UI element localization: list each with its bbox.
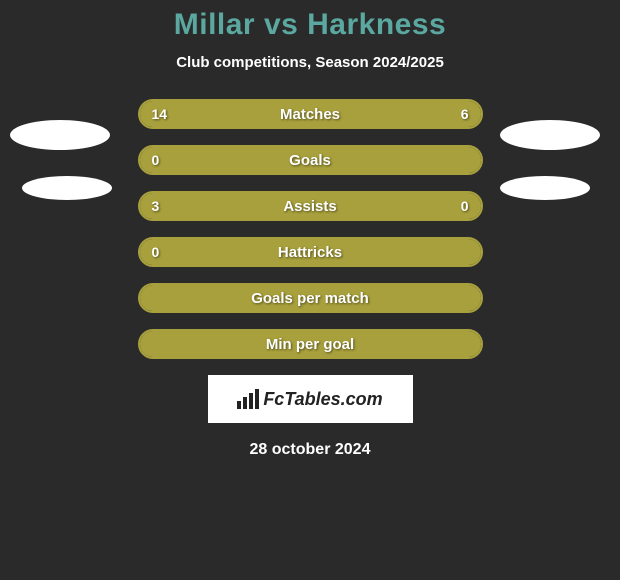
date-text: 28 october 2024 bbox=[0, 441, 620, 459]
stat-bar: 0Goals bbox=[138, 145, 483, 175]
avatar-placeholder bbox=[22, 176, 112, 200]
page-subtitle: Club competitions, Season 2024/2025 bbox=[0, 54, 620, 71]
stat-label: Goals bbox=[140, 147, 481, 173]
stat-bar: Goals per match bbox=[138, 283, 483, 313]
bar-chart-icon bbox=[237, 389, 259, 409]
player-right-avatars bbox=[500, 120, 600, 226]
logo-text: FcTables.com bbox=[263, 389, 382, 410]
player-left-avatars bbox=[10, 120, 112, 226]
stat-bar: Min per goal bbox=[138, 329, 483, 359]
avatar-placeholder bbox=[500, 176, 590, 200]
avatar-placeholder bbox=[10, 120, 110, 150]
page-title: Millar vs Harkness bbox=[0, 8, 620, 42]
stat-bars-container: 146Matches 0Goals 30Assists 0Hattricks Goals… bbox=[138, 99, 483, 359]
stat-bar: 30Assists bbox=[138, 191, 483, 221]
logo-box: FcTables.com bbox=[208, 375, 413, 423]
stat-label: Assists bbox=[140, 193, 481, 219]
stat-label: Goals per match bbox=[140, 285, 481, 311]
avatar-placeholder bbox=[500, 120, 600, 150]
stat-label: Hattricks bbox=[140, 239, 481, 265]
logo: FcTables.com bbox=[237, 389, 382, 410]
comparison-infographic: Millar vs Harkness Club competitions, Se… bbox=[0, 0, 620, 580]
stat-label: Min per goal bbox=[140, 331, 481, 357]
stat-label: Matches bbox=[140, 101, 481, 127]
stat-bar: 146Matches bbox=[138, 99, 483, 129]
stat-bar: 0Hattricks bbox=[138, 237, 483, 267]
